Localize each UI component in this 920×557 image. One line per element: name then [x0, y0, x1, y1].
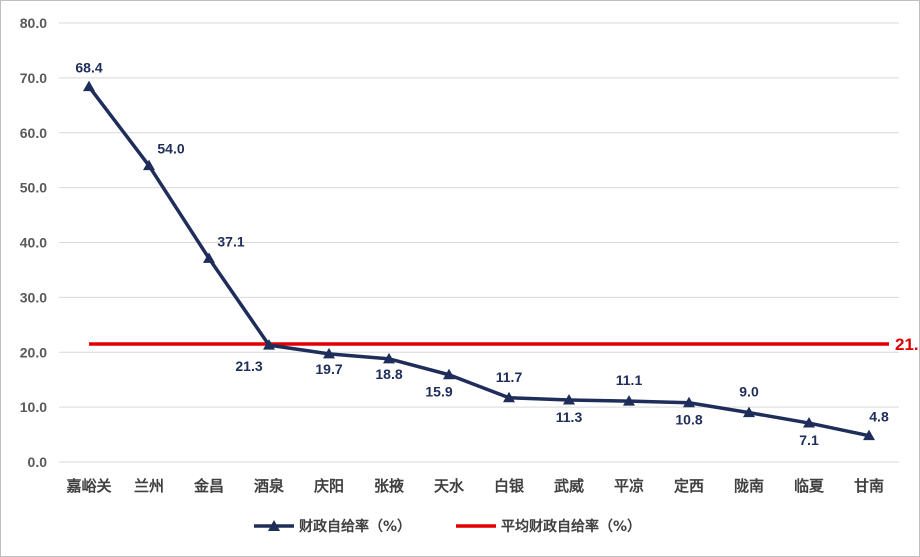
data-point-marker [443, 368, 455, 380]
data-label: 10.8 [675, 412, 702, 428]
data-label: 11.3 [556, 409, 583, 425]
x-tick-label: 甘南 [854, 477, 884, 495]
data-point-marker [503, 391, 515, 403]
data-label: 9.0 [739, 384, 759, 400]
grid-lines [59, 22, 899, 463]
x-tick-label: 酒泉 [254, 477, 285, 495]
data-label: 7.1 [799, 432, 819, 448]
x-tick-label: 张掖 [374, 477, 405, 495]
x-tick-label: 临夏 [794, 477, 825, 495]
data-label: 54.0 [157, 141, 184, 157]
data-point-marker [263, 339, 275, 350]
y-tick-label: 80.0 [20, 15, 47, 31]
y-tick-label: 0.0 [28, 454, 48, 470]
data-label: 11.7 [496, 369, 523, 385]
y-tick-label: 20.0 [20, 344, 47, 360]
data-point-marker [623, 395, 635, 406]
data-label: 15.9 [425, 384, 452, 400]
data-point-marker [563, 393, 575, 405]
y-tick-label: 10.0 [20, 399, 47, 415]
x-tick-label: 金昌 [193, 477, 224, 495]
y-tick-label: 70.0 [20, 70, 47, 86]
x-tick-label: 嘉峪关 [65, 477, 111, 495]
data-point-marker [383, 352, 395, 364]
data-point-marker [83, 80, 95, 92]
y-tick-label: 40.0 [20, 235, 47, 251]
data-point-marker [743, 406, 755, 418]
average-line-group: 21.5 [89, 335, 919, 354]
data-labels: 68.4 54.0 37.1 21.3 19.7 18.8 15.9 11.7 11.3 11.1… [75, 60, 889, 448]
legend-label-series: 财政自给率（%） [298, 518, 411, 535]
x-tick-label: 武威 [554, 477, 584, 495]
x-tick-label: 兰州 [134, 477, 164, 495]
series-group [83, 80, 875, 441]
legend-label-average: 平均财政自给率（%） [501, 518, 641, 535]
x-tick-label: 天水 [434, 477, 465, 495]
legend: 财政自给率（%） 平均财政自给率（%） [254, 518, 641, 535]
data-label: 18.8 [375, 366, 402, 382]
data-point-marker [323, 347, 335, 359]
y-axis-tick-labels: 0.0 10.0 20.0 30.0 40.0 50.0 60.0 70.0 80.0 [20, 15, 47, 470]
x-axis-tick-labels: 嘉峪关 兰州 金昌 酒泉 庆阳 张掖 天水 白银 武威 平凉 定西 陇南 临夏 甘南 [65, 477, 884, 495]
y-tick-label: 30.0 [20, 289, 47, 305]
y-tick-label: 60.0 [20, 125, 47, 141]
data-label: 21.3 [235, 358, 262, 374]
data-label: 37.1 [217, 233, 244, 249]
data-point-marker [863, 429, 875, 441]
x-tick-label: 庆阳 [314, 477, 344, 495]
data-label: 11.1 [616, 372, 643, 388]
y-tick-label: 50.0 [20, 180, 47, 196]
data-point-marker [683, 396, 695, 408]
data-point-marker [803, 417, 815, 428]
legend-triangle-icon [268, 520, 280, 531]
data-point-marker [203, 252, 215, 263]
data-point-marker [143, 159, 155, 171]
x-tick-label: 定西 [674, 477, 704, 495]
x-tick-label: 平凉 [614, 477, 644, 495]
data-label: 4.8 [869, 409, 889, 425]
average-value-label: 21.5 [895, 335, 919, 354]
x-tick-label: 陇南 [734, 477, 764, 495]
series-line [87, 85, 870, 438]
data-label: 19.7 [315, 361, 342, 377]
data-label: 68.4 [75, 60, 102, 76]
x-tick-label: 白银 [494, 477, 525, 495]
